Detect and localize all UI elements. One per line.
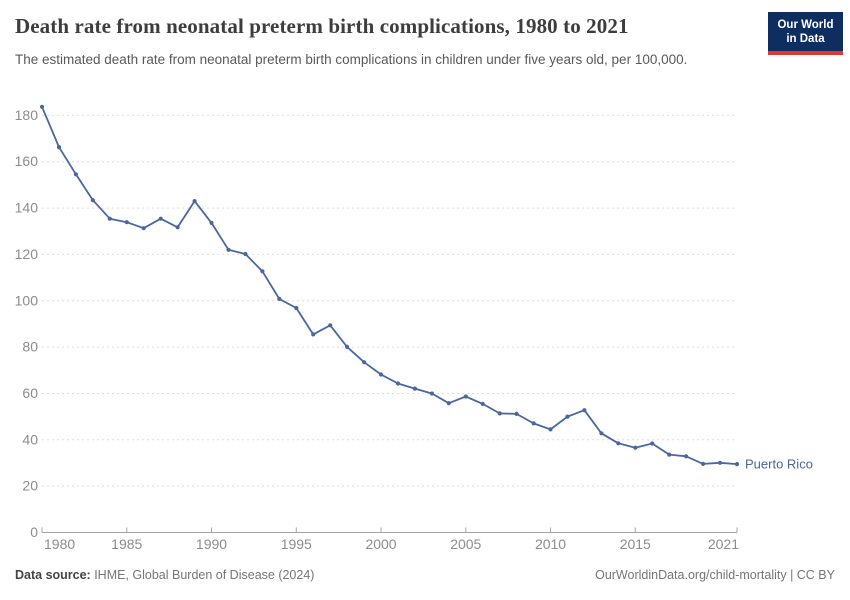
data-point-2002[interactable]: [412, 386, 417, 391]
data-source-label: Data source:: [15, 568, 91, 582]
trend-line-puerto-rico[interactable]: [41, 105, 738, 465]
data-point-1993[interactable]: [260, 269, 265, 274]
data-point-2005[interactable]: [463, 394, 468, 399]
data-point-1985[interactable]: [124, 220, 129, 225]
data-point-1991[interactable]: [226, 247, 231, 252]
data-point-1987[interactable]: [158, 216, 163, 221]
data-point-2013[interactable]: [599, 431, 604, 436]
y-axis-label-120: 120: [15, 246, 39, 262]
data-point-1980[interactable]: [39, 104, 45, 109]
data-point-2001[interactable]: [395, 381, 401, 386]
data-point-2017[interactable]: [667, 452, 672, 457]
data-point-2011[interactable]: [565, 414, 570, 419]
y-axis-label-180: 180: [15, 107, 39, 123]
data-point-1988[interactable]: [175, 225, 180, 230]
data-point-2008[interactable]: [514, 411, 519, 416]
page-title: Death rate from neonatal preterm birth c…: [15, 14, 629, 38]
data-point-1998[interactable]: [345, 344, 350, 349]
data-point-2004[interactable]: [446, 401, 451, 406]
chart-subtitle: The estimated death rate from neonatal p…: [15, 52, 688, 67]
x-axis-label-2000: 2000: [365, 536, 396, 552]
data-point-1986[interactable]: [141, 226, 146, 231]
y-axis-label-0: 0: [30, 524, 38, 540]
x-axis-label-2021: 2021: [708, 536, 739, 552]
data-point-1997[interactable]: [328, 323, 333, 328]
data-point-2016[interactable]: [650, 441, 655, 446]
credit-link[interactable]: OurWorldinData.org/child-mortality | CC …: [595, 568, 835, 582]
x-axis-label-1985: 1985: [111, 536, 142, 552]
x-axis-label-1995: 1995: [281, 536, 312, 552]
data-point-2007[interactable]: [497, 411, 502, 416]
y-axis-label-140: 140: [15, 200, 39, 216]
data-point-2014[interactable]: [616, 441, 621, 446]
series-label-puerto-rico[interactable]: Puerto Rico: [745, 457, 813, 472]
data-point-1984[interactable]: [107, 216, 112, 221]
data-point-2020[interactable]: [717, 460, 723, 465]
x-axis-label-2005: 2005: [450, 536, 481, 552]
chart-footer: Data source: IHME, Global Burden of Dise…: [15, 568, 835, 582]
data-point-2003[interactable]: [429, 391, 434, 396]
owid-logo[interactable]: Our World in Data: [768, 12, 843, 55]
data-point-1992[interactable]: [243, 251, 248, 257]
y-axis-label-20: 20: [22, 478, 38, 494]
x-axis-label-1990: 1990: [196, 536, 227, 552]
data-point-2021[interactable]: [734, 462, 740, 467]
data-point-2015[interactable]: [633, 445, 638, 450]
data-point-2018[interactable]: [684, 454, 689, 459]
y-axis-label-60: 60: [22, 385, 38, 401]
data-point-1990[interactable]: [209, 220, 214, 225]
data-point-2010[interactable]: [548, 427, 553, 432]
y-axis-label-160: 160: [15, 153, 39, 169]
data-point-2000[interactable]: [378, 372, 384, 377]
data-source: Data source: IHME, Global Burden of Dise…: [15, 568, 314, 582]
x-axis-label-2015: 2015: [620, 536, 651, 552]
data-point-1996[interactable]: [311, 332, 316, 337]
y-axis-label-40: 40: [22, 431, 38, 447]
owid-logo-line2: in Data: [786, 33, 825, 45]
data-point-1995[interactable]: [294, 305, 299, 311]
data-point-2006[interactable]: [480, 401, 485, 406]
data-point-1989[interactable]: [192, 199, 197, 204]
data-point-2019[interactable]: [701, 461, 706, 466]
y-axis-label-80: 80: [22, 339, 38, 355]
data-point-2012[interactable]: [582, 408, 587, 413]
y-axis-label-100: 100: [15, 292, 39, 308]
data-point-1981[interactable]: [56, 145, 62, 150]
x-axis-label-1980: 1980: [44, 536, 75, 552]
data-source-text: IHME, Global Burden of Disease (2024): [90, 568, 315, 582]
owid-logo-line1: Our World: [777, 19, 834, 31]
x-axis-label-2010: 2010: [535, 536, 566, 552]
data-point-1994[interactable]: [277, 296, 282, 301]
data-point-1999[interactable]: [362, 360, 367, 365]
data-point-2009[interactable]: [531, 421, 536, 426]
data-point-1982[interactable]: [73, 172, 78, 177]
data-point-1983[interactable]: [90, 198, 95, 203]
